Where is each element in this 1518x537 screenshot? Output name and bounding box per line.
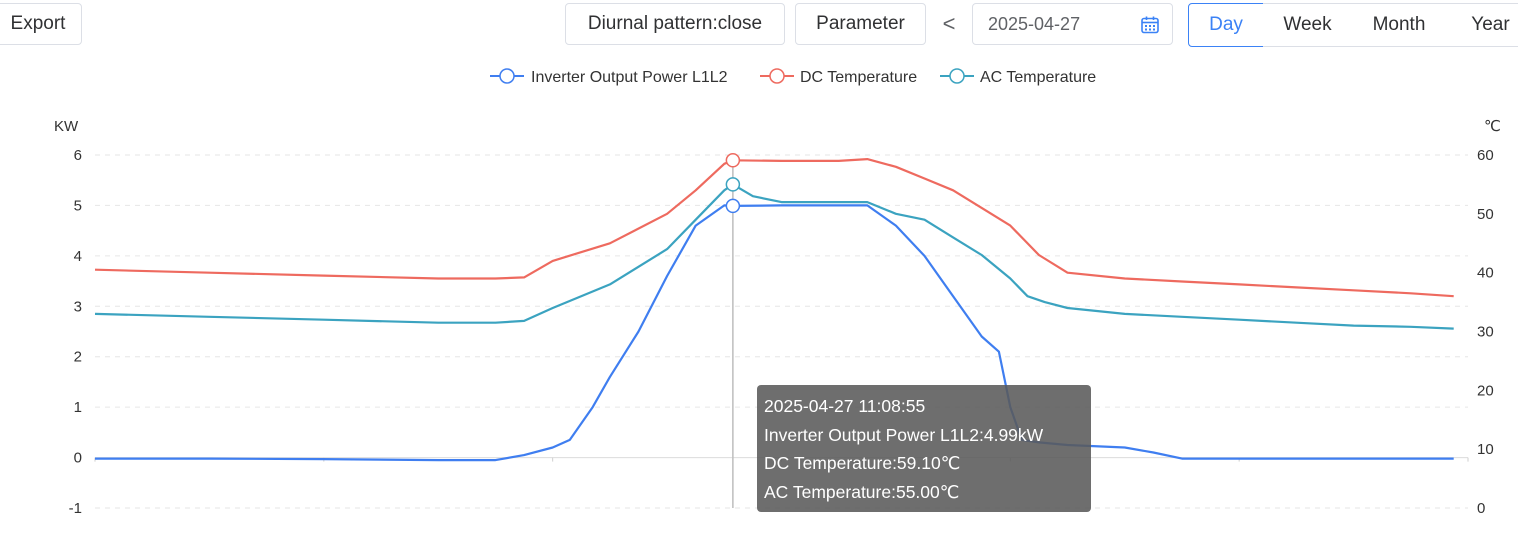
legend-label-dc: DC Temperature [800, 69, 917, 86]
legend-item-dc[interactable]: DC Temperature [760, 68, 917, 86]
y-left-tick-label: -1 [69, 500, 82, 517]
y-right-tick-label: 20 [1477, 382, 1494, 399]
date-picker[interactable]: 2025-04-27 [972, 3, 1173, 45]
y-right-tick-label: 60 [1477, 147, 1494, 164]
y-left-tick-label: 6 [74, 147, 82, 164]
y-right-tick-label: 30 [1477, 324, 1494, 341]
y-left-tick-label: 1 [74, 399, 82, 416]
y-left-tick-label: 0 [74, 450, 82, 467]
series-line-0 [95, 204, 1454, 462]
previous-date-icon[interactable]: < [942, 11, 956, 36]
y-axis-right-label: ℃ [1484, 118, 1501, 135]
crosshair-point-1 [725, 153, 741, 168]
legend-label-power: Inverter Output Power L1L2 [531, 69, 728, 86]
y-left-tick-label: 5 [74, 197, 82, 214]
legend-item-ac[interactable]: AC Temperature [940, 68, 1096, 86]
y-right-tick-label: 0 [1477, 500, 1485, 517]
tooltip-dc: DC Temperature:59.10℃ [764, 453, 961, 473]
y-left-tick-label: 3 [74, 298, 82, 315]
y-left-tick-label: 4 [74, 248, 82, 265]
chart-legend[interactable]: Inverter Output Power L1L2 DC Temperatur… [490, 68, 1096, 86]
calendar-icon[interactable] [1140, 15, 1160, 35]
period-year-tab[interactable]: Year [1446, 3, 1518, 47]
export-button[interactable]: Export [0, 3, 82, 45]
y-right-tick-label: 50 [1477, 206, 1494, 223]
tooltip-power: Inverter Output Power L1L2:4.99kW [764, 424, 1044, 445]
legend-item-power[interactable]: Inverter Output Power L1L2 [490, 68, 728, 86]
crosshair-point-0 [725, 198, 741, 214]
series-line-1 [94, 158, 1454, 298]
crosshair-point-2 [725, 177, 741, 192]
chart-tooltip: 2025-04-27 11:08:55 Inverter Output Powe… [757, 385, 1091, 512]
legend-label-ac: AC Temperature [980, 69, 1096, 86]
tooltip-time: 2025-04-27 11:08:55 [764, 396, 926, 416]
series-line-2 [94, 183, 1454, 330]
period-week-tab[interactable]: Week [1263, 3, 1353, 47]
y-right-tick-label: 40 [1477, 265, 1494, 282]
y-axis-left-label: KW [54, 118, 79, 135]
period-day-tab[interactable]: Day [1188, 3, 1264, 47]
parameter-button[interactable]: Parameter [795, 3, 926, 45]
tooltip-ac: AC Temperature:55.00℃ [764, 481, 960, 502]
y-left-tick-label: 2 [74, 349, 82, 366]
date-value: 2025-04-27 [988, 14, 1081, 34]
diurnal-pattern-button[interactable]: Diurnal pattern:close [565, 3, 785, 45]
y-right-tick-label: 10 [1477, 441, 1494, 458]
